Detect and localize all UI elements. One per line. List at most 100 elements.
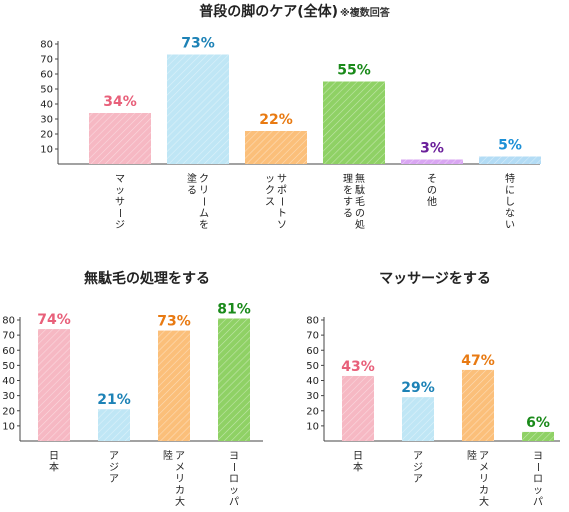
- bar-hatch: [98, 409, 130, 441]
- category-label-char: な: [505, 208, 515, 220]
- category-label-char: 日: [353, 451, 363, 462]
- category-label-char: 陸: [467, 449, 477, 462]
- care-overall-chart: 102030405060708034%マッサージ73%クリームを塗る22%サポー…: [40, 36, 541, 231]
- category-label-char: ー: [228, 462, 239, 472]
- category-label-char: サ: [277, 173, 287, 185]
- category-label: 日本: [49, 451, 59, 474]
- bar-value-label: 81%: [217, 301, 251, 317]
- bar-hatch: [167, 54, 229, 164]
- category-label-char: リ: [199, 186, 209, 197]
- bar-value-label: 6%: [526, 415, 550, 431]
- bar-hatch: [38, 329, 70, 441]
- category-label: 無駄毛の処 理をする: [343, 172, 365, 231]
- category-label-char: ア: [109, 451, 119, 462]
- bar-hatch: [89, 113, 151, 164]
- category-label-char: ア: [109, 474, 119, 485]
- massage-by-region-chart: 102030405060708043%日本29%アジア47%アメリカ大陸6%ヨー…: [306, 316, 560, 508]
- category-label-char: ク: [199, 173, 209, 185]
- category-label-char: 駄: [355, 184, 365, 197]
- category-label-char: ジ: [109, 463, 119, 474]
- category-label-char: の: [427, 186, 437, 197]
- category-label-char: 特: [505, 173, 515, 185]
- category-label-char: ジ: [115, 220, 125, 231]
- category-label-char: 処: [355, 218, 365, 231]
- y-tick-label: 50: [2, 361, 15, 372]
- category-label-char: パ: [229, 496, 239, 508]
- category-label-char: ヨ: [229, 451, 239, 462]
- category-label-char: ッ: [533, 486, 543, 497]
- y-tick-label: 40: [40, 100, 53, 111]
- bar-value-label: 22%: [259, 112, 293, 128]
- category-label-char: ム: [199, 208, 209, 220]
- category-label-char: ッ: [229, 486, 239, 497]
- category-label: 日本: [353, 451, 363, 474]
- y-tick-label: 40: [2, 376, 15, 387]
- y-tick-label: 20: [2, 406, 15, 417]
- category-label: マッサージ: [114, 174, 126, 231]
- main-chart-title-group: 普段の脚のケア(全体) ※複数回答: [199, 3, 391, 20]
- category-label-char: ア: [175, 451, 185, 462]
- y-tick-label: 30: [306, 391, 319, 402]
- bar-hatch: [401, 159, 463, 164]
- category-label-char: 陸: [163, 449, 173, 462]
- category-label-char: そ: [427, 173, 437, 185]
- category-label-char: リ: [479, 474, 489, 485]
- category-label-char: カ: [175, 485, 185, 497]
- y-tick-label: 80: [2, 316, 15, 327]
- y-tick-label: 30: [2, 391, 15, 402]
- category-label-char: ト: [277, 209, 287, 220]
- bar-value-label: 21%: [97, 392, 131, 408]
- category-label-char: ア: [413, 451, 423, 462]
- bar-hatch: [522, 431, 554, 441]
- bar-hatch: [479, 156, 541, 164]
- category-label-char: ポ: [277, 185, 287, 197]
- category-label-char: ッ: [265, 174, 275, 185]
- category-label-char: 塗: [187, 172, 197, 185]
- y-tick-label: 10: [306, 421, 319, 432]
- category-label-char: ク: [265, 185, 275, 197]
- category-label-char: ヨ: [533, 451, 543, 462]
- y-tick-label: 50: [306, 361, 319, 372]
- y-tick-label: 50: [40, 85, 53, 96]
- bar-hatch: [245, 131, 307, 164]
- y-tick-label: 70: [2, 331, 15, 342]
- y-tick-label: 20: [306, 406, 319, 417]
- category-label-char: る: [187, 185, 197, 197]
- bar-value-label: 3%: [420, 141, 444, 157]
- bar-value-label: 43%: [341, 359, 375, 375]
- category-label-char: ロ: [533, 474, 543, 485]
- y-tick-label: 60: [2, 346, 15, 357]
- category-label-char: る: [343, 208, 353, 220]
- category-label-char: メ: [175, 463, 185, 474]
- bar-value-label: 73%: [157, 314, 191, 330]
- y-tick-label: 60: [306, 346, 319, 357]
- category-label-char: ロ: [229, 474, 239, 485]
- category-label: アジア: [109, 451, 119, 485]
- category-label-char: 無: [355, 172, 365, 185]
- category-label-char: サ: [115, 196, 125, 208]
- bar-hatch: [402, 397, 434, 441]
- category-label-char: 毛: [355, 196, 365, 208]
- category-label-char: 他: [427, 195, 437, 208]
- bar-value-label: 74%: [37, 312, 71, 328]
- category-label-char: ー: [276, 197, 287, 207]
- main-chart-title-note: ※複数回答: [340, 6, 391, 19]
- category-label-char: ス: [265, 197, 275, 208]
- category-label-char: ー: [114, 208, 125, 218]
- category-label-char: マ: [115, 174, 125, 185]
- category-label-char: い: [505, 220, 515, 231]
- y-tick-label: 40: [306, 376, 319, 387]
- bar-value-label: 55%: [337, 63, 371, 79]
- category-label-char: す: [343, 196, 353, 208]
- massage-chart-title: マッサージをする: [379, 271, 491, 287]
- y-tick-label: 80: [40, 40, 53, 51]
- category-label-char: リ: [175, 474, 185, 485]
- category-label-char: カ: [479, 485, 489, 497]
- y-tick-label: 20: [40, 130, 53, 141]
- bar-value-label: 5%: [498, 138, 522, 154]
